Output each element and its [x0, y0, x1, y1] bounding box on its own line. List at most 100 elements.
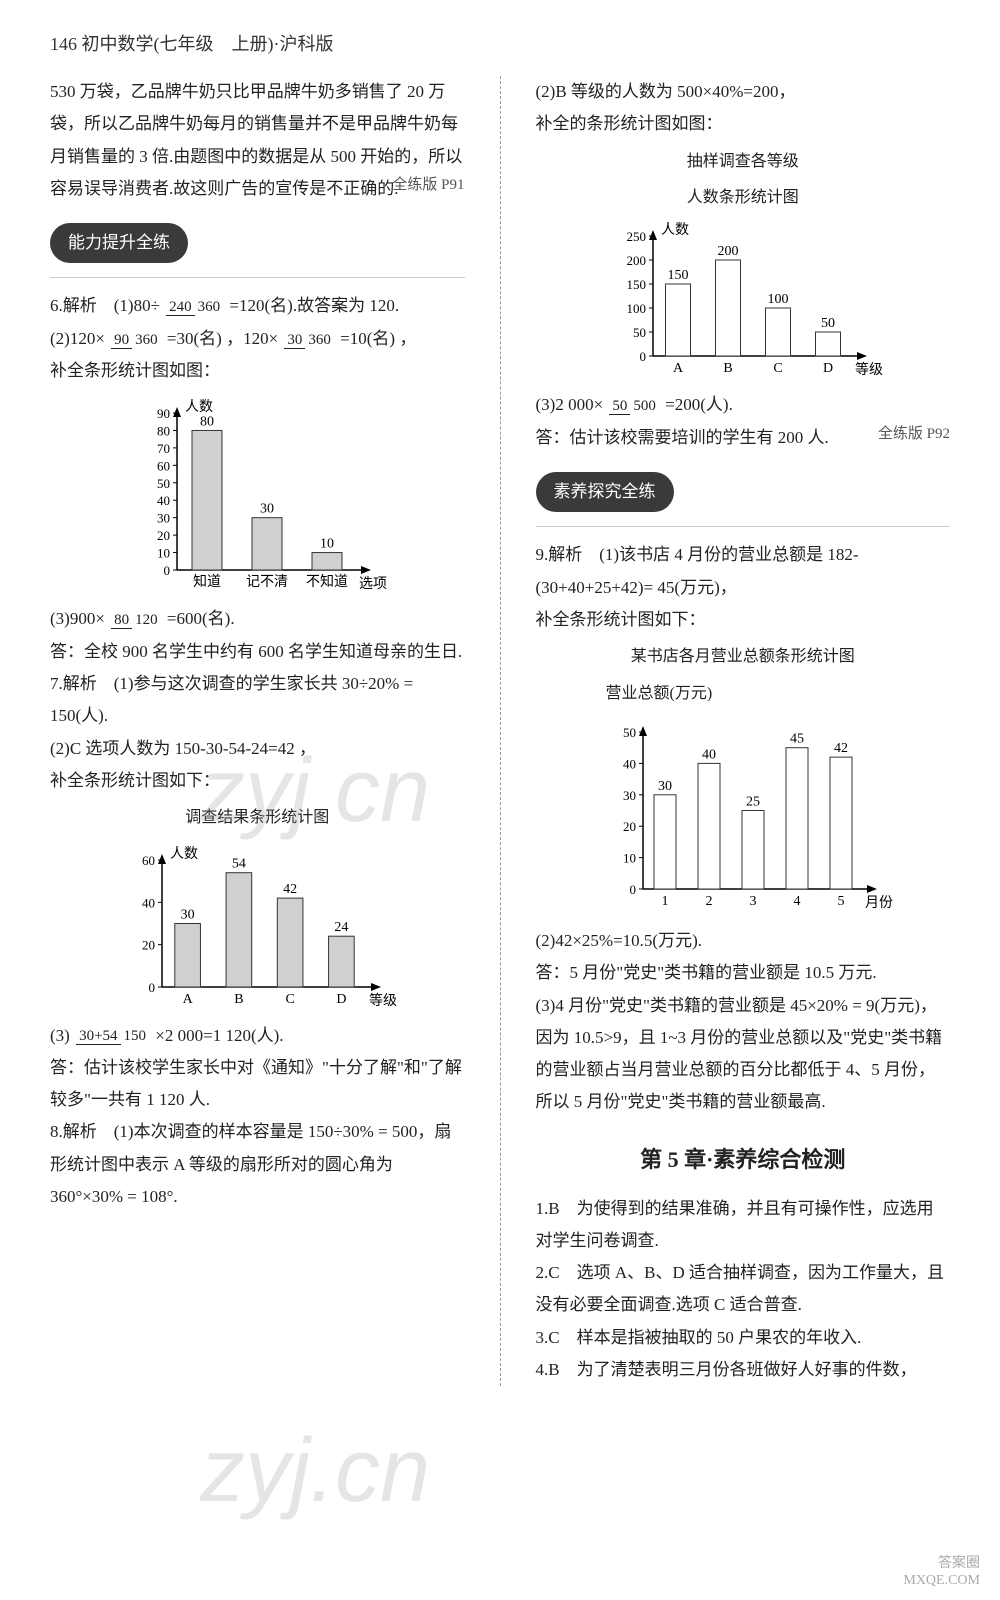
q9-chart-title1: 某书店各月营业总额条形统计图	[536, 642, 951, 672]
fraction: 90360	[111, 332, 161, 349]
q7-line3: 补全条形统计图如下：	[50, 765, 465, 797]
svg-text:50: 50	[633, 325, 646, 340]
svg-text:45: 45	[790, 732, 804, 747]
svg-text:24: 24	[335, 920, 349, 935]
q6-line3: 补全条形统计图如图：	[50, 355, 465, 387]
svg-text:150: 150	[626, 277, 646, 292]
svg-text:B: B	[234, 992, 243, 1007]
left-column: 530 万袋，乙品牌牛奶只比甲品牌牛奶多销售了 20 万袋，所以乙品牌牛奶每月的…	[50, 76, 465, 1386]
svg-text:40: 40	[702, 747, 716, 762]
divider	[536, 526, 951, 527]
fraction: 80120	[111, 612, 161, 629]
svg-text:50: 50	[157, 476, 170, 491]
svg-text:人数: 人数	[185, 399, 213, 415]
right-column: (2)B 等级的人数为 500×40%=200， 补全的条形统计图如图： 抽样调…	[536, 76, 951, 1386]
svg-text:200: 200	[717, 244, 738, 259]
svg-text:30: 30	[260, 502, 274, 517]
svg-text:0: 0	[149, 980, 156, 995]
svg-text:40: 40	[157, 494, 170, 509]
svg-text:10: 10	[320, 537, 334, 552]
answer-2: 2.C 选项 A、B、D 适合抽样调查，因为工作量大，且没有必要全面调查.选项 …	[536, 1257, 951, 1322]
svg-text:C: C	[286, 992, 295, 1007]
svg-text:20: 20	[157, 528, 170, 543]
svg-text:0: 0	[639, 349, 646, 364]
q7-line1: 7.解析 (1)参与这次调查的学生家长共 30÷20% = 150(人).	[50, 668, 465, 733]
svg-text:60: 60	[142, 853, 155, 868]
svg-text:54: 54	[232, 856, 246, 871]
svg-text:等级: 等级	[855, 361, 883, 378]
page-header: 146 初中数学(七年级 上册)·沪科版	[50, 30, 950, 56]
q6-line1: 6.解析 (1)80÷ 240360 =120(名).故答案为 120.	[50, 290, 465, 322]
svg-text:5: 5	[837, 894, 844, 909]
page-ref-1: 全练版 P91	[392, 171, 464, 200]
answer-4: 4.B 为了清楚表明三月份各班做好人好事的件数，	[536, 1354, 951, 1386]
q6-line4: (3)900× 80120 =600(名).	[50, 603, 465, 635]
q7-line4: (3) 30+54150 ×2 000=1 120(人).	[50, 1020, 465, 1052]
q6-line2: (2)120× 90360 =30(名) ，120× 30360 =10(名) …	[50, 323, 465, 355]
svg-text:200: 200	[626, 253, 646, 268]
svg-text:D: D	[823, 361, 833, 376]
q9-line4: 答：5 月份"党史"类书籍的营业额是 10.5 万元.	[536, 957, 951, 989]
fraction: 30360	[284, 332, 334, 349]
svg-text:30: 30	[658, 779, 672, 794]
svg-text:40: 40	[623, 756, 636, 771]
page: 146 初中数学(七年级 上册)·沪科版 530 万袋，乙品牌牛奶只比甲品牌牛奶…	[0, 0, 1000, 1600]
answer-3: 3.C 样本是指被抽取的 50 户果农的年收入.	[536, 1322, 951, 1354]
page-ref-2: 全练版 P92	[878, 420, 950, 449]
svg-text:150: 150	[667, 268, 688, 283]
svg-text:20: 20	[623, 819, 636, 834]
q6-bar-chart: 0102030405060708090人数选项80知道30记不清10不知道	[127, 395, 387, 595]
watermark: zyj.cn	[200, 1420, 430, 1523]
svg-text:42: 42	[834, 741, 848, 756]
q9-line3: (2)42×25%=10.5(万元).	[536, 925, 951, 957]
svg-text:记不清: 记不清	[246, 574, 288, 590]
q8c-line3: (3)2 000× 50500 =200(人).	[536, 389, 951, 421]
svg-text:知道: 知道	[193, 573, 221, 590]
svg-text:A: A	[183, 992, 194, 1007]
svg-text:250: 250	[626, 229, 646, 244]
svg-text:人数: 人数	[661, 222, 689, 238]
svg-text:80: 80	[157, 424, 170, 439]
q9-line2: 补全条形统计图如下：	[536, 604, 951, 636]
svg-text:80: 80	[200, 415, 214, 430]
divider	[50, 277, 465, 278]
svg-text:B: B	[723, 361, 732, 376]
fraction: 30+54150	[76, 1028, 149, 1045]
q9-line1: 9.解析 (1)该书店 4 月份的营业总额是 182-(30+40+25+42)…	[536, 539, 951, 604]
svg-text:月份: 月份	[865, 895, 893, 911]
svg-text:D: D	[337, 992, 347, 1007]
svg-text:30: 30	[157, 511, 170, 526]
svg-text:40: 40	[142, 895, 155, 910]
q9-bar-chart: 01020304050月份301402253454425	[593, 717, 893, 917]
answer-1: 1.B 为使得到的结果准确，并且有可操作性，应选用对学生问卷调查.	[536, 1193, 951, 1258]
svg-text:4: 4	[793, 894, 800, 909]
q8-bar-chart: 050100150200250人数等级150A200B100C50D	[603, 221, 883, 381]
section-pill-suyang: 素养探究全练	[536, 472, 674, 512]
svg-text:25: 25	[746, 794, 760, 809]
q8c-chart-title2: 人数条形统计图	[536, 183, 951, 213]
svg-text:3: 3	[749, 894, 756, 909]
svg-text:0: 0	[164, 563, 171, 578]
svg-text:20: 20	[142, 937, 155, 952]
q6-line5: 答：全校 900 名学生中约有 600 名学生知道母亲的生日.	[50, 636, 465, 668]
section-pill-ability: 能力提升全练	[50, 223, 188, 263]
q9-line6: 因为 10.5>9，且 1~3 月份的营业总额以及"党史"类书籍的营业额占当月营…	[536, 1022, 951, 1087]
q7-line2: (2)C 选项人数为 150-30-54-24=42 ，	[50, 733, 465, 765]
svg-text:42: 42	[283, 882, 297, 897]
svg-text:100: 100	[626, 301, 646, 316]
fraction: 50500	[609, 398, 659, 415]
svg-text:不知道: 不知道	[306, 573, 348, 590]
chapter-heading: 第 5 章·素养综合检测	[536, 1139, 951, 1181]
svg-text:0: 0	[629, 882, 636, 897]
q7-line5: 答：估计该校学生家长中对《通知》"十分了解"和"了解较多"一共有 1 120 人…	[50, 1052, 465, 1117]
footer-logo: 答案圈 MXQE.COM	[903, 1556, 980, 1590]
svg-text:C: C	[773, 361, 782, 376]
q7-chart-title: 调查结果条形统计图	[50, 803, 465, 833]
svg-text:1: 1	[661, 894, 668, 909]
svg-text:60: 60	[157, 459, 170, 474]
q8c-chart-title1: 抽样调查各等级	[536, 147, 951, 177]
two-column-layout: 530 万袋，乙品牌牛奶只比甲品牌牛奶多销售了 20 万袋，所以乙品牌牛奶每月的…	[50, 76, 950, 1386]
q9-line5: (3)4 月份"党史"类书籍的营业额是 45×20% = 9(万元)，	[536, 990, 951, 1022]
svg-text:30: 30	[181, 907, 195, 922]
column-divider	[500, 76, 501, 1386]
